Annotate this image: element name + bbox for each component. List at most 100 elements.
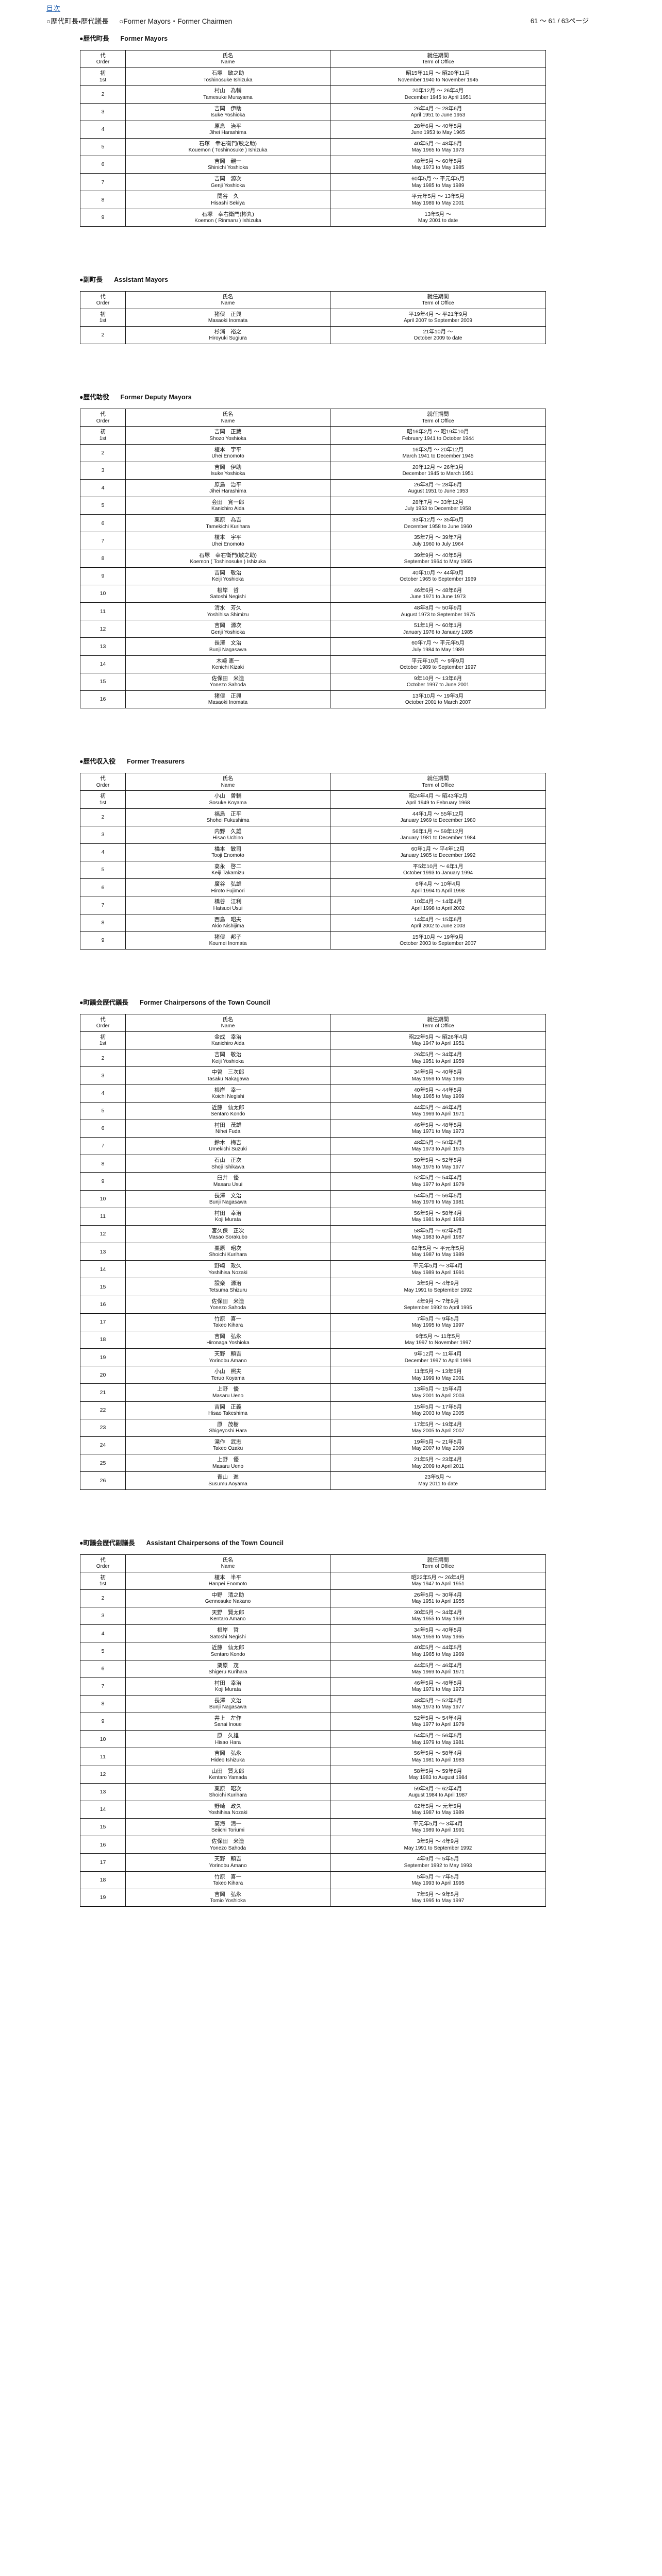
table-row: 25 上野 優 Masaru Ueno 21年5月 ～ 23年4月 May 2009 t… [80, 1454, 546, 1472]
cell-name: 栗原 昭次 Shoichi Kurihara [125, 1243, 330, 1261]
table-row: 13 栗原 昭次 Shoichi Kurihara 59年8月 ～ 62年4月 Augu… [80, 1783, 546, 1801]
cell-order: 7 [80, 1137, 126, 1156]
officials-table: 代 Order 氏名 Name 就任期間 Term of Office 初 1st 小山 曽輔 S… [80, 773, 546, 950]
term-ja: 58年5月 ～ 62年8月 [413, 1227, 462, 1234]
name-en: Uhei Enomoto [211, 541, 244, 547]
cell-term: 56年5月 ～ 58年4月 May 1981 to April 1983 [330, 1748, 546, 1766]
order-ja: 17 [100, 1319, 106, 1326]
table-row: 9 猪俣 邦子 Koumei Inomata 15年10月 ～ 19年9月 Octobe… [80, 931, 546, 950]
order-en: 1st [99, 1041, 107, 1047]
column-header-ja: 就任期間 [427, 53, 449, 59]
name-ja: 中野 清之助 [211, 1591, 244, 1598]
name-en: Masaoki Inomata [208, 700, 248, 706]
name-en: Umekichi Suzuki [209, 1146, 247, 1153]
name-en: Yorinobu Amano [209, 1358, 247, 1364]
cell-term: 58年5月 ～ 62年8月 May 1983 to April 1987 [330, 1225, 546, 1244]
term-en: October 2001 to March 2007 [405, 700, 471, 706]
name-ja: 鈴木 梅吉 [214, 1140, 242, 1146]
table-row: 2 吉岡 敬治 Keiji Yoshioka 26年5月 ～ 34年4月 May 195… [80, 1049, 546, 1067]
term-ja: 30年5月 ～ 34年4月 [413, 1609, 462, 1616]
term-ja: 26年5月 ～ 34年4月 [413, 1052, 462, 1058]
cell-order: 8 [80, 913, 126, 932]
table-row: 4 橋本 敏司 Tooji Enomoto 60年1月 ～ 平4年12月 January… [80, 843, 546, 862]
table-of-contents-link[interactable]: 目次 [46, 5, 61, 12]
cell-term: 23年5月 ～ May 2011 to date [330, 1471, 546, 1490]
table-row: 3 吉岡 伊助 Isuke Yoshioka 26年4月 ～ 28年6月 April 1… [80, 103, 546, 121]
table-row: 2 村山 為輔 Tamesuke Murayama 20年12月 ～ 26年4月 Dec… [80, 85, 546, 104]
table-row: 15 設楽 源治 Tetsuma Shizuru 3年5月 ～ 4年9月 May 199… [80, 1278, 546, 1296]
cell-term: 60年1月 ～ 平4年12月 January 1985 to December 1… [330, 843, 546, 862]
cell-order: 3 [80, 461, 126, 480]
cell-term: 13年5月 ～ 15年4月 May 2001 to April 2003 [330, 1383, 546, 1402]
name-ja: 村田 幸治 [214, 1210, 242, 1216]
order-ja: 初 [100, 311, 106, 317]
name-ja: 野崎 政久 [214, 1263, 242, 1269]
column-header-en: Name [221, 300, 235, 307]
name-en: Hisao Takeshima [208, 1411, 247, 1417]
term-en: May 1975 to May 1977 [411, 1164, 465, 1170]
name-ja: 関谷 久 [217, 193, 239, 200]
order-ja: 初 [100, 1574, 106, 1581]
table-row: 10 長澤 文治 Bunji Nagasawa 54年5月 ～ 56年5月 May 19… [80, 1190, 546, 1208]
term-en: May 1981 to April 1983 [411, 1757, 465, 1763]
order-ja: 19 [100, 1894, 106, 1901]
term-ja: 52年5月 ～ 54年4月 [413, 1715, 462, 1722]
term-ja: 昭15年11月 ～ 昭20年11月 [406, 70, 470, 77]
table-header-row: 代 Order 氏名 Name 就任期間 Term of Office [80, 773, 546, 791]
term-ja: 59年8月 ～ 62年4月 [413, 1785, 462, 1792]
section-heading: ●歴代助役 Former Deputy Mayors [79, 392, 662, 401]
cell-name: 内野 久雄 Hisao Uchino [125, 825, 330, 844]
order-ja: 15 [100, 679, 106, 685]
cell-term: 48年5月 ～ 50年5月 May 1973 to April 1975 [330, 1137, 546, 1156]
officials-table: 代 Order 氏名 Name 就任期間 Term of Office 初 1st 石塚 敏之助… [80, 49, 546, 227]
column-header-order: 代 Order [80, 291, 126, 309]
header-title-ja: ○歴代町長・歴代議長 [46, 18, 109, 25]
cell-term: 28年7月 ～ 33年12月 July 1953 to December 1958 [330, 497, 546, 515]
name-ja: 長澤 文治 [214, 1192, 242, 1199]
term-en: May 1973 to May 1985 [411, 165, 465, 171]
term-en: January 1976 to January 1985 [403, 629, 473, 635]
column-header-en: Order [96, 1563, 110, 1569]
cell-term: 21年10月 ～ October 2009 to date [330, 326, 546, 345]
column-header-ja: 代 [100, 411, 106, 418]
cell-order: 6 [80, 878, 126, 897]
order-ja: 13 [100, 643, 106, 650]
cell-term: 26年5月 ～ 30年4月 May 1951 to April 1955 [330, 1589, 546, 1608]
cell-term: 14年4月 ～ 15年6月 April 2002 to June 2003 [330, 913, 546, 932]
cell-term: 4年9月 ～ 7年9月 September 1992 to April 1995 [330, 1295, 546, 1314]
cell-order: 5 [80, 1101, 126, 1120]
cell-name: 上野 優 Masaru Ueno [125, 1383, 330, 1402]
name-ja: 木崎 憲一 [216, 657, 240, 664]
cell-name: 吉岡 源次 Genji Yoshioka [125, 620, 330, 638]
table-row: 14 野崎 政久 Yoshihisa Nozaki 平元年5月 ～ 3年4月 May 1… [80, 1260, 546, 1279]
cell-order: 18 [80, 1871, 126, 1889]
section-heading-ja: ●町議会歴代副議長 [79, 1539, 135, 1547]
cell-term: 54年5月 ～ 56年5月 May 1979 to May 1981 [330, 1730, 546, 1749]
cell-term: 平元年5月 ～ 3年4月 May 1989 to April 1991 [330, 1260, 546, 1279]
cell-term: 7年5月 ～ 9年5月 May 1995 to May 1997 [330, 1313, 546, 1331]
cell-order: 6 [80, 514, 126, 533]
column-header-ja: 代 [100, 53, 106, 59]
table-row: 2 中野 清之助 Gennosuke Nakano 26年5月 ～ 30年4月 May … [80, 1589, 546, 1608]
term-en: July 1953 to December 1958 [405, 506, 471, 512]
order-ja: 9 [101, 937, 105, 944]
column-header-en: Order [96, 418, 110, 424]
name-en: Satoshi Negishi [210, 594, 246, 600]
cell-order: 7 [80, 532, 126, 550]
table-row: 19 吉岡 弘永 Tomio Yoshioka 7年5月 ～ 9年5月 May 1995… [80, 1888, 546, 1907]
term-en: May 1951 to April 1959 [411, 1058, 465, 1064]
term-ja: 58年5月 ～ 59年8月 [413, 1768, 462, 1774]
cell-name: 近藤 仙太郎 Sentaro Kondo [125, 1642, 330, 1660]
name-ja: 佐保田 米造 [211, 1838, 244, 1845]
name-ja: 長澤 文治 [214, 640, 242, 647]
name-en: Isuke Yoshioka [210, 471, 245, 477]
term-ja: 60年7月 ～ 平元年5月 [411, 640, 465, 647]
section-heading-ja: ●歴代町長 [79, 35, 109, 42]
term-ja: 62年5月 ～ 元年5月 [414, 1803, 462, 1809]
cell-term: 13年10月 ～ 19年3月 October 2001 to March 2007 [330, 690, 546, 709]
order-ja: 23 [100, 1425, 106, 1431]
order-ja: 3 [101, 467, 105, 474]
term-ja: 48年5月 ～ 60年5月 [413, 158, 462, 165]
name-ja: 村山 為輔 [214, 88, 242, 94]
cell-name: 吉岡 弘永 Hideo Ishizuka [125, 1748, 330, 1766]
